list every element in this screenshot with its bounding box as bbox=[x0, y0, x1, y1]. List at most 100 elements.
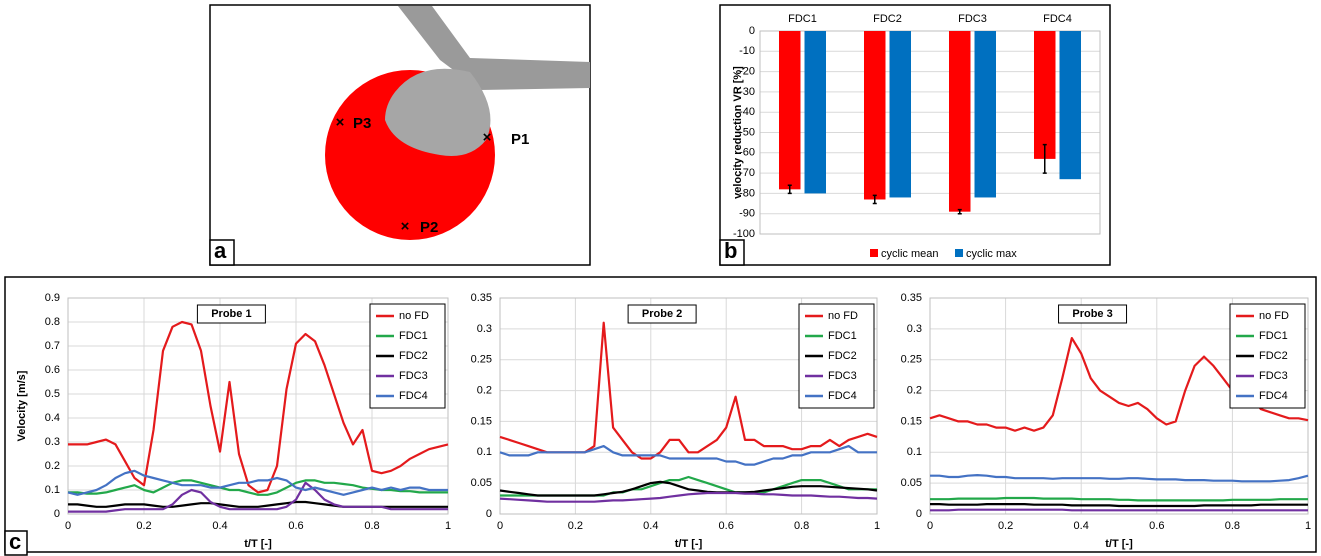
y-tick-label: 0.1 bbox=[907, 446, 922, 458]
x-tick-label: 1 bbox=[445, 520, 451, 532]
legend-label: FDC3 bbox=[399, 370, 428, 382]
legend-swatch bbox=[955, 249, 963, 257]
x-tick-label: 0.6 bbox=[719, 520, 734, 532]
line-series bbox=[68, 502, 448, 507]
x-tick-label: 0.6 bbox=[1149, 520, 1164, 532]
y-tick-label: 0 bbox=[749, 25, 755, 37]
y-tick-label: 0.4 bbox=[45, 412, 60, 424]
x-axis-label: t/T [-] bbox=[675, 538, 703, 550]
bar bbox=[890, 31, 912, 197]
bar bbox=[779, 31, 801, 189]
panel-label: c bbox=[9, 529, 21, 554]
point-label: P2 bbox=[420, 219, 438, 236]
x-tick-label: 0.6 bbox=[288, 520, 303, 532]
legend-label: FDC4 bbox=[399, 390, 428, 402]
x-tick-label: 0.2 bbox=[136, 520, 151, 532]
bar bbox=[805, 31, 827, 193]
point-label: P1 bbox=[511, 131, 529, 148]
marker: × bbox=[483, 129, 492, 146]
legend-label: no FD bbox=[828, 310, 858, 322]
legend-swatch bbox=[870, 249, 878, 257]
line-series bbox=[500, 493, 877, 502]
x-tick-label: 0 bbox=[65, 520, 71, 532]
y-tick-label: 0.6 bbox=[45, 364, 60, 376]
y-tick-label: 0.1 bbox=[477, 446, 492, 458]
legend-label: FDC4 bbox=[1259, 390, 1288, 402]
marker: × bbox=[336, 114, 345, 131]
chart-title: Probe 3 bbox=[1072, 308, 1112, 320]
x-axis-label: t/T [-] bbox=[1105, 538, 1133, 550]
bar bbox=[1060, 31, 1082, 179]
legend-label: FDC1 bbox=[1259, 330, 1288, 342]
legend-label: no FD bbox=[1259, 310, 1289, 322]
y-tick-label: 0.5 bbox=[45, 388, 60, 400]
line-series bbox=[930, 475, 1308, 481]
y-tick-label: 0.2 bbox=[907, 384, 922, 396]
y-tick-label: 0.25 bbox=[901, 354, 922, 366]
y-tick-label: 0.8 bbox=[45, 316, 60, 328]
x-tick-label: FDC3 bbox=[958, 13, 987, 25]
x-tick-label: 0.2 bbox=[568, 520, 583, 532]
x-axis-label: t/T [-] bbox=[244, 538, 272, 550]
x-tick-label: FDC2 bbox=[873, 13, 902, 25]
legend-label: FDC2 bbox=[828, 350, 857, 362]
bar bbox=[975, 31, 997, 197]
y-tick-label: 0.15 bbox=[471, 415, 492, 427]
x-tick-label: FDC4 bbox=[1043, 13, 1072, 25]
legend-label: FDC4 bbox=[828, 390, 857, 402]
x-tick-label: 0 bbox=[497, 520, 503, 532]
legend-label: cyclic mean bbox=[881, 248, 938, 260]
x-tick-label: 0.4 bbox=[212, 520, 227, 532]
y-tick-label: 0 bbox=[916, 508, 922, 520]
y-tick-label: 0.3 bbox=[477, 323, 492, 335]
y-tick-label: 0.15 bbox=[901, 415, 922, 427]
y-tick-label: 0.05 bbox=[471, 477, 492, 489]
x-tick-label: 0.4 bbox=[643, 520, 658, 532]
y-axis-label: velocity reduction VR [%] bbox=[732, 66, 744, 199]
y-tick-label: 0.25 bbox=[471, 354, 492, 366]
legend-label: FDC1 bbox=[828, 330, 857, 342]
y-tick-label: 0.7 bbox=[45, 340, 60, 352]
y-tick-label: 0.35 bbox=[901, 292, 922, 304]
x-tick-label: 1 bbox=[874, 520, 880, 532]
y-tick-label: 0.2 bbox=[477, 384, 492, 396]
y-axis-label: Velocity [m/s] bbox=[16, 370, 28, 441]
legend-label: FDC2 bbox=[399, 350, 428, 362]
legend-label: cyclic max bbox=[966, 248, 1017, 260]
legend-label: no FD bbox=[399, 310, 429, 322]
panel-label: b bbox=[724, 238, 737, 263]
panel-label: a bbox=[214, 238, 227, 263]
y-tick-label: 0.9 bbox=[45, 292, 60, 304]
x-tick-label: 0.8 bbox=[1225, 520, 1240, 532]
legend-label: FDC2 bbox=[1259, 350, 1288, 362]
y-tick-label: -10 bbox=[739, 45, 755, 57]
line-series bbox=[500, 446, 877, 465]
bar bbox=[949, 31, 971, 212]
y-tick-label: 0.2 bbox=[45, 460, 60, 472]
x-tick-label: FDC1 bbox=[788, 13, 817, 25]
y-tick-label: -90 bbox=[739, 208, 755, 220]
y-tick-label: 0.1 bbox=[45, 484, 60, 496]
bar bbox=[864, 31, 886, 199]
x-tick-label: 0 bbox=[927, 520, 933, 532]
chart-title: Probe 1 bbox=[211, 308, 251, 320]
marker: × bbox=[401, 218, 410, 235]
y-tick-label: 0.3 bbox=[907, 323, 922, 335]
legend-label: FDC3 bbox=[828, 370, 857, 382]
y-tick-label: 0.05 bbox=[901, 477, 922, 489]
y-tick-label: 0 bbox=[54, 508, 60, 520]
line-series bbox=[930, 504, 1308, 506]
y-tick-label: 0.35 bbox=[471, 292, 492, 304]
legend-label: FDC3 bbox=[1259, 370, 1288, 382]
y-tick-label: 0 bbox=[486, 508, 492, 520]
panel-a: × P3 × P1 × P2 a bbox=[210, 5, 590, 265]
x-tick-label: 1 bbox=[1305, 520, 1311, 532]
chart-title: Probe 2 bbox=[642, 308, 682, 320]
x-tick-label: 0.2 bbox=[998, 520, 1013, 532]
x-tick-label: 0.8 bbox=[364, 520, 379, 532]
bar bbox=[1034, 31, 1056, 159]
legend-label: FDC1 bbox=[399, 330, 428, 342]
figure: × P3 × P1 × P2 a b c 0-10-20-30-40-50-60… bbox=[0, 0, 1321, 556]
x-tick-label: 0.8 bbox=[794, 520, 809, 532]
line-series bbox=[930, 510, 1308, 511]
